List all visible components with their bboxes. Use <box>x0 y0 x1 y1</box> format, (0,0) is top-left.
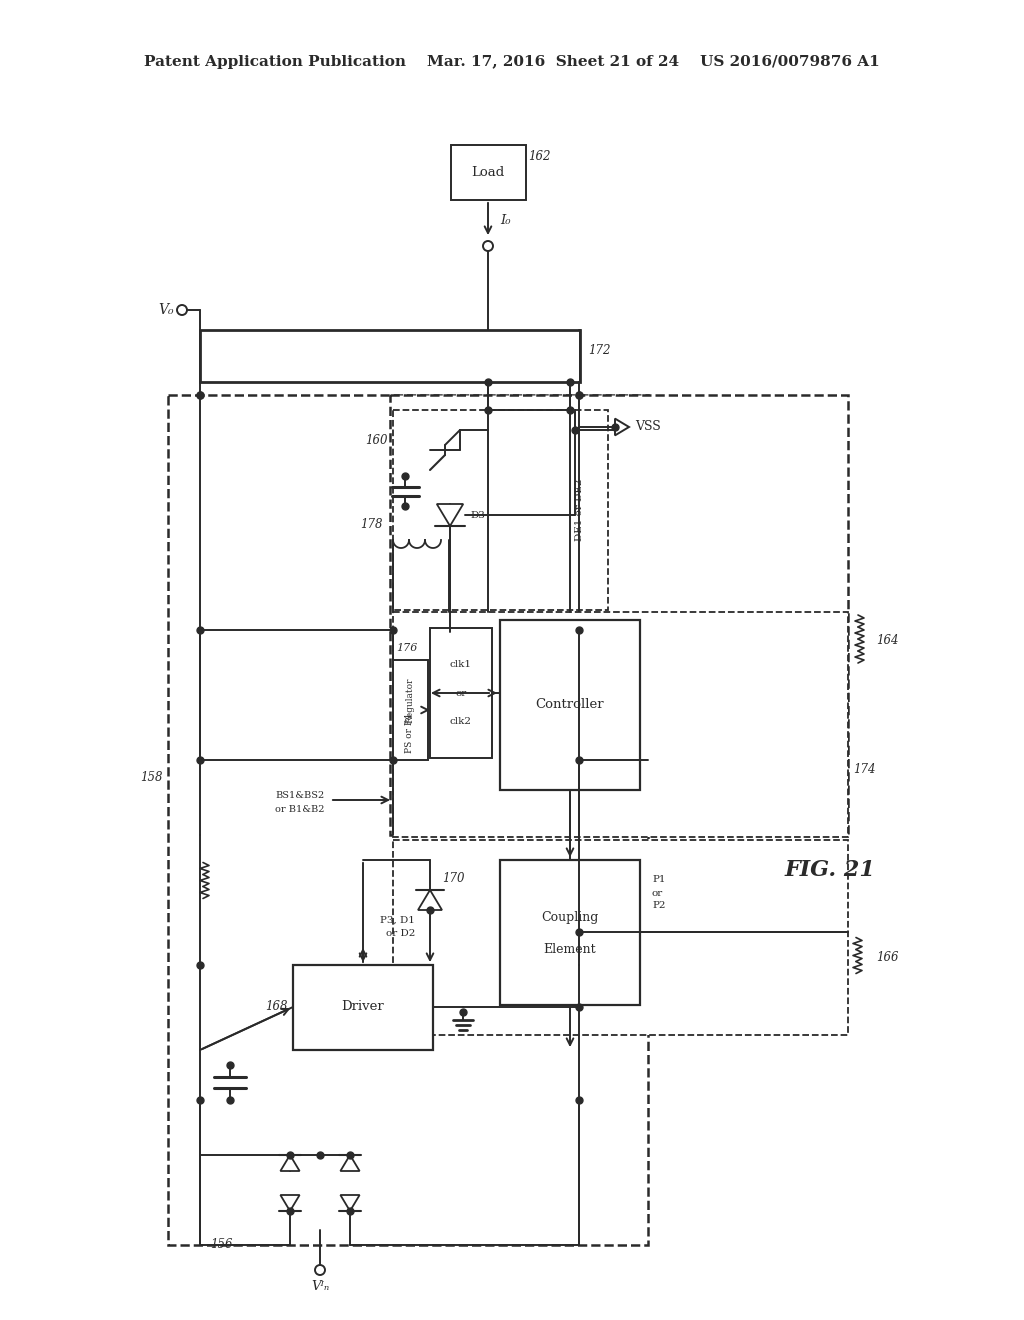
Text: 164: 164 <box>876 634 898 647</box>
Text: clk2: clk2 <box>450 717 472 726</box>
Text: or B1&B2: or B1&B2 <box>275 805 325 814</box>
Bar <box>393 660 428 760</box>
Polygon shape <box>281 1155 300 1171</box>
Text: P3, D1: P3, D1 <box>380 916 415 924</box>
Circle shape <box>483 242 493 251</box>
Circle shape <box>315 1265 325 1275</box>
Bar <box>393 612 848 837</box>
Text: Regulator: Regulator <box>406 677 415 723</box>
Bar <box>393 411 608 610</box>
Text: 176: 176 <box>396 643 418 653</box>
Text: Element: Element <box>544 944 596 957</box>
Bar <box>430 628 492 758</box>
Polygon shape <box>340 1195 359 1210</box>
Text: 158: 158 <box>140 771 163 784</box>
Text: or D2: or D2 <box>386 929 415 939</box>
Text: P2: P2 <box>652 902 666 911</box>
Polygon shape <box>615 418 629 436</box>
Polygon shape <box>281 1195 300 1210</box>
Text: 166: 166 <box>876 950 898 964</box>
Text: P1: P1 <box>652 875 666 884</box>
Text: D3: D3 <box>470 511 485 520</box>
Bar <box>168 395 648 1245</box>
Text: 170: 170 <box>442 871 465 884</box>
Polygon shape <box>340 1155 359 1171</box>
Bar <box>390 395 848 836</box>
Text: Load: Load <box>471 165 505 178</box>
Text: 156: 156 <box>210 1238 232 1251</box>
Bar <box>200 330 580 381</box>
Text: 178: 178 <box>360 519 383 532</box>
Text: PS or P4: PS or P4 <box>406 713 415 752</box>
Text: Controller: Controller <box>536 698 604 711</box>
Bar <box>500 620 640 789</box>
Text: FIG. 21: FIG. 21 <box>784 859 876 880</box>
Polygon shape <box>418 890 442 909</box>
Bar <box>451 145 526 201</box>
Text: BS1&BS2: BS1&BS2 <box>275 791 325 800</box>
Text: 162: 162 <box>528 150 551 164</box>
Text: 168: 168 <box>265 1001 288 1014</box>
Bar <box>293 965 433 1049</box>
Text: 174: 174 <box>853 763 876 776</box>
Polygon shape <box>437 504 463 525</box>
Text: Coupling: Coupling <box>542 912 599 924</box>
Text: Driver: Driver <box>342 1001 384 1014</box>
Text: V₀: V₀ <box>159 304 174 317</box>
Text: Vᴵₙ: Vᴵₙ <box>311 1280 329 1294</box>
Text: clk1: clk1 <box>450 660 472 669</box>
Bar <box>393 840 848 1035</box>
Text: VSS: VSS <box>635 421 660 433</box>
Text: Patent Application Publication    Mar. 17, 2016  Sheet 21 of 24    US 2016/00798: Patent Application Publication Mar. 17, … <box>144 55 880 69</box>
Text: 160: 160 <box>366 433 388 446</box>
Text: 172: 172 <box>588 345 610 358</box>
Text: DE1 or DE2: DE1 or DE2 <box>575 479 585 541</box>
Circle shape <box>177 305 187 315</box>
Text: or: or <box>456 689 467 697</box>
Text: I₀: I₀ <box>500 214 511 227</box>
Bar <box>500 861 640 1005</box>
Text: or: or <box>652 888 664 898</box>
